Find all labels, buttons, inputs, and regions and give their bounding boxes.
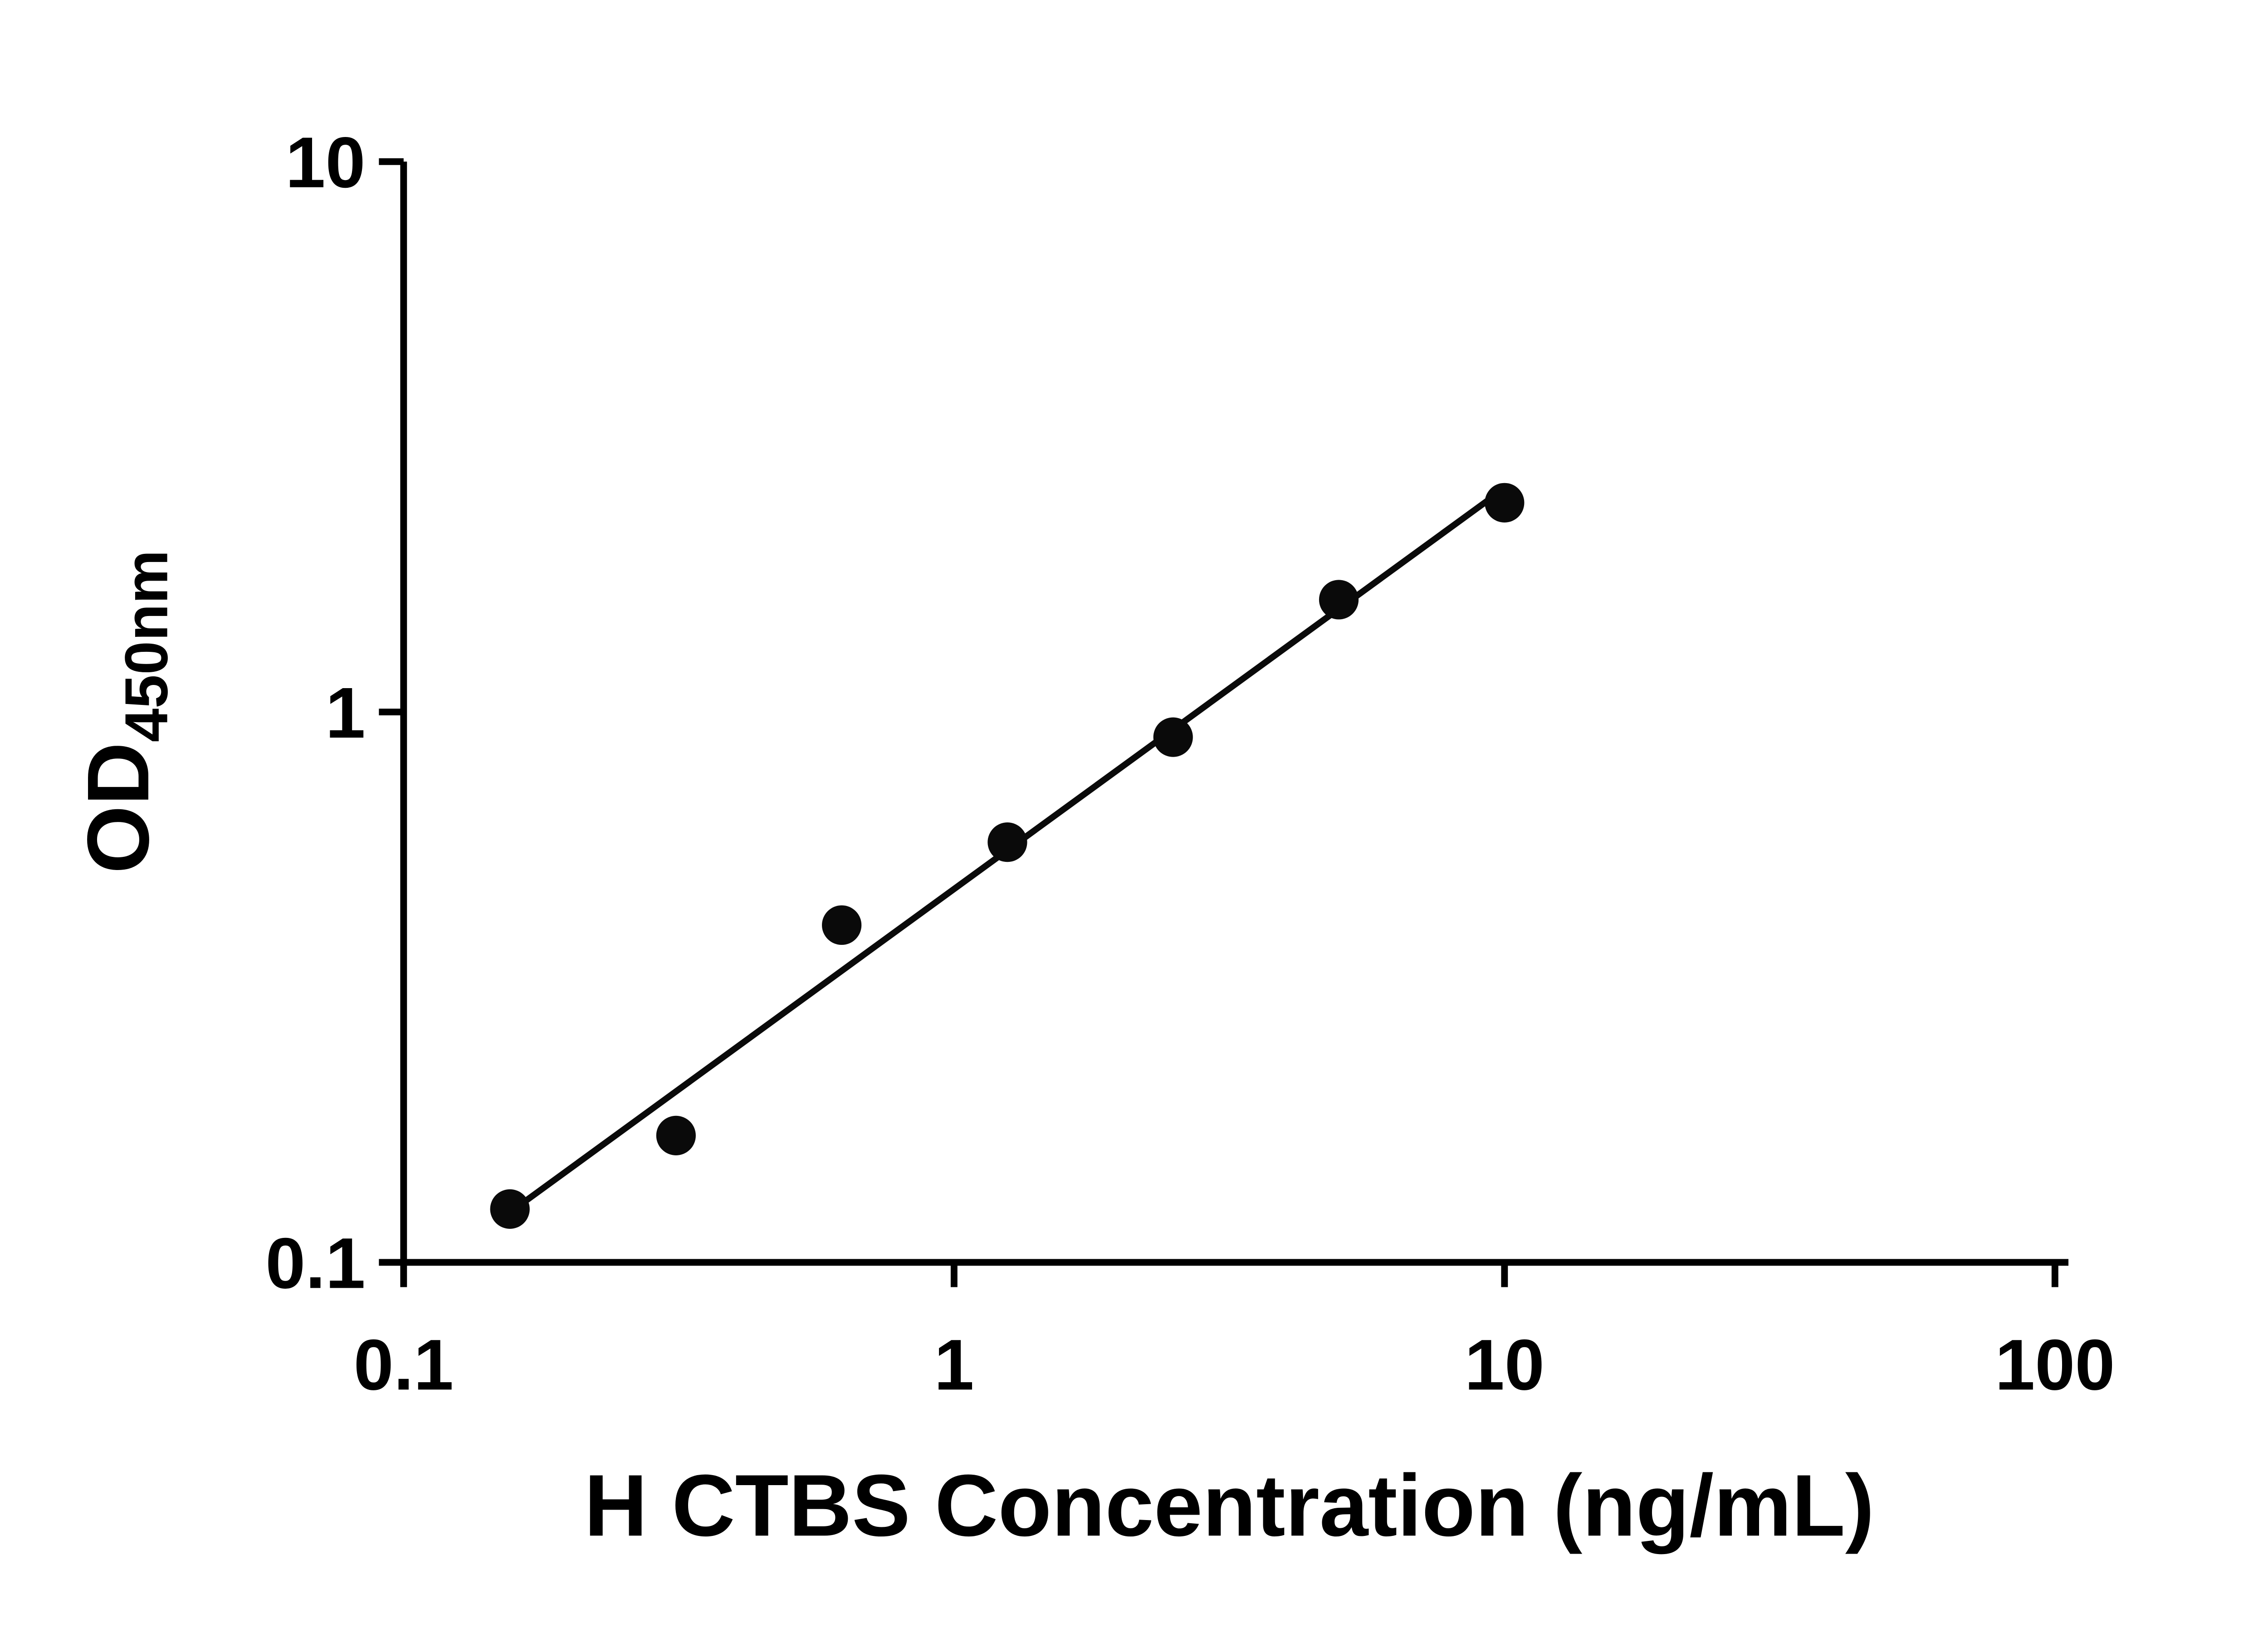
x-tick-label: 0.1: [354, 1324, 454, 1405]
y-axis-title-main: OD: [69, 742, 167, 874]
data-point: [1153, 717, 1193, 757]
data-point: [1319, 580, 1359, 620]
axes-layer: [400, 161, 2069, 1266]
data-point: [1485, 483, 1525, 523]
ticks-layer: 0.1 1 10 100 0.1 1 10: [265, 122, 2115, 1405]
x-tick-label: 10: [1465, 1324, 1545, 1405]
data-point: [822, 905, 862, 945]
data-point: [987, 822, 1027, 862]
series-layer: [490, 483, 1525, 1229]
y-axis-title-subscript: 450nm: [113, 550, 181, 742]
y-tick-label: 1: [325, 672, 365, 753]
y-tick-label: 0.1: [265, 1222, 365, 1303]
y-tick-label: 10: [285, 122, 365, 203]
x-axis-title: H CTBS Concentration (ng/mL): [584, 1456, 1874, 1554]
y-axis-title: OD450nm: [69, 550, 181, 874]
x-tick-label: 100: [1995, 1324, 2115, 1405]
data-point: [490, 1189, 530, 1229]
x-tick-label: 1: [934, 1324, 974, 1405]
data-point: [656, 1115, 696, 1155]
